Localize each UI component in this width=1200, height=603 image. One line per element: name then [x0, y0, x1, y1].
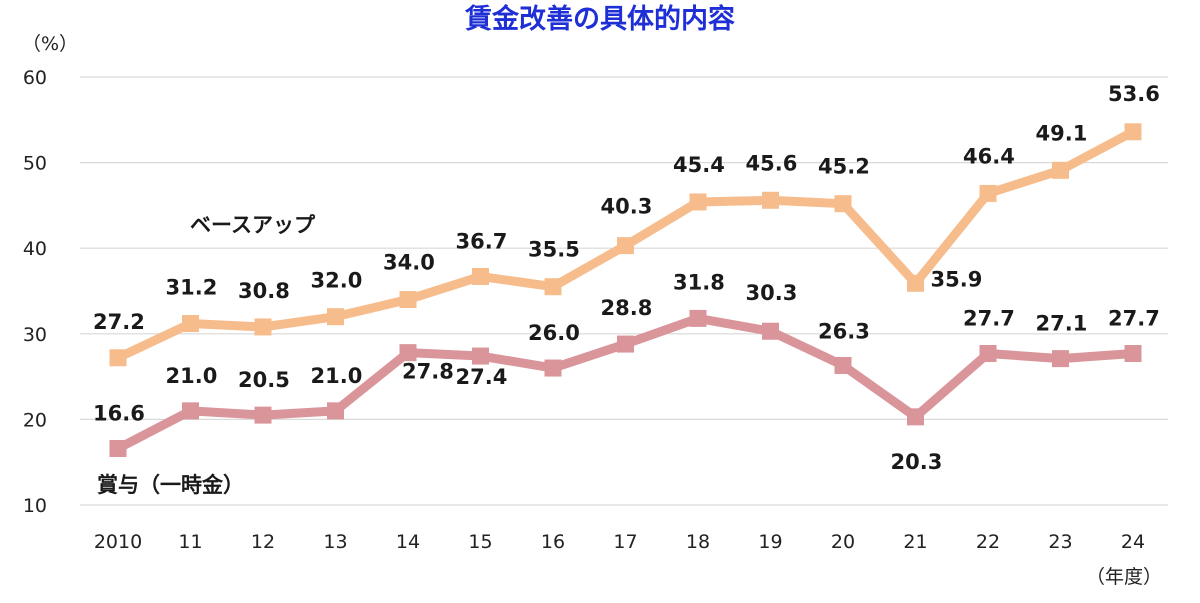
series-0-label-0: 27.2: [93, 310, 145, 334]
series-0-point-7: [617, 237, 634, 255]
x-tick-label-17: 17: [613, 531, 637, 553]
series-1-point-12: [979, 344, 997, 362]
x-tick-label-24: 24: [1121, 531, 1145, 553]
series-1-point-9: [762, 322, 779, 340]
series-0-label-12: 46.4: [963, 144, 1015, 168]
x-tick-label-15: 15: [468, 531, 492, 553]
series-1-point-11: [907, 408, 924, 426]
y-tick-label-30: 30: [23, 324, 47, 346]
series-0-label-2: 30.8: [238, 279, 290, 303]
series-0-point-8: [689, 193, 707, 211]
x-tick-label-2010: 2010: [94, 531, 142, 553]
series-0-point-2: [254, 318, 272, 336]
series-1-point-4: [399, 344, 417, 362]
series-label-base-up: ベースアップ: [190, 213, 316, 237]
series-1-label-5: 27.4: [456, 365, 508, 389]
series-0-point-5: [472, 267, 489, 285]
series-1-label-3: 21.0: [311, 364, 363, 388]
series-0-label-4: 34.0: [383, 251, 435, 275]
series-0-point-0: [109, 349, 127, 367]
series-1-label-4: 27.8: [402, 360, 454, 384]
series-1-point-2: [254, 406, 272, 424]
series-0-label-5: 36.7: [456, 229, 508, 253]
x-tick-label-12: 12: [251, 531, 275, 553]
series-0-point-6: [544, 278, 562, 296]
series-0-label-8: 45.4: [673, 153, 725, 177]
x-tick-label-16: 16: [541, 531, 565, 553]
series-1-point-1: [182, 402, 199, 420]
x-axis-unit: （年度）: [1086, 566, 1162, 588]
series-1-label-10: 26.3: [818, 319, 870, 343]
y-tick-label-50: 50: [23, 153, 47, 175]
y-axis-unit: （%）: [22, 33, 78, 55]
series-0-label-14: 53.6: [1108, 82, 1160, 106]
series-1-point-0: [109, 440, 127, 458]
series-0-point-12: [979, 184, 997, 202]
series-0-point-10: [834, 195, 852, 213]
series-1-point-7: [617, 335, 634, 353]
series-label-bonus: 賞与（一時金）: [97, 473, 244, 497]
x-tick-label-13: 13: [323, 531, 347, 553]
series-0-point-9: [762, 191, 779, 209]
y-tick-label-10: 10: [23, 495, 47, 517]
series-1-label-1: 21.0: [166, 364, 218, 388]
series-0-label-1: 31.2: [166, 276, 218, 300]
series-0-point-14: [1124, 123, 1142, 141]
series-1-point-10: [834, 356, 852, 374]
series-1-label-6: 26.0: [528, 321, 580, 345]
x-tick-label-14: 14: [396, 531, 420, 553]
series-0-point-13: [1052, 161, 1069, 179]
series-0-label-6: 35.5: [528, 238, 580, 262]
y-tick-label-20: 20: [23, 409, 47, 431]
series-0-point-4: [399, 291, 417, 309]
x-axis-ticks: 2010 11 12 13 14 15 16 17 18 19 20 21 22 23 24: [94, 531, 1145, 553]
series-1-label-0: 16.6: [93, 402, 145, 426]
series-1-point-8: [689, 309, 707, 327]
series-0-label-7: 40.3: [601, 195, 653, 219]
x-tick-label-21: 21: [903, 531, 927, 553]
series-0-label-13: 49.1: [1036, 121, 1088, 145]
x-tick-label-22: 22: [976, 531, 1000, 553]
chart-title: 賃金改善の具体的内容: [464, 3, 735, 35]
y-tick-label-40: 40: [23, 238, 47, 260]
x-tick-label-18: 18: [686, 531, 710, 553]
y-tick-label-60: 60: [23, 67, 47, 89]
x-tick-label-11: 11: [178, 531, 202, 553]
series-0-point-3: [327, 308, 344, 326]
x-tick-label-23: 23: [1048, 531, 1072, 553]
value-labels: 27.2 31.2 30.8 32.0 34.0 36.7 35.5 40.3 45.4 45.6…: [93, 82, 1160, 474]
series-1-label-14: 27.7: [1108, 306, 1160, 330]
series-1-label-2: 20.5: [238, 368, 290, 392]
series-1-label-12: 27.7: [963, 306, 1015, 330]
series-0-point-11: [907, 274, 924, 292]
series-1-label-11: 20.3: [891, 450, 943, 474]
series-1-label-7: 28.8: [601, 296, 653, 320]
series-0-point-1: [182, 315, 199, 333]
x-tick-label-20: 20: [831, 531, 855, 553]
series-1-point-13: [1052, 350, 1069, 368]
series-group: [109, 123, 1142, 458]
series-1-label-13: 27.1: [1036, 312, 1088, 336]
x-tick-label-19: 19: [758, 531, 782, 553]
y-axis-ticks: 10 20 30 40 50 60: [23, 67, 47, 517]
series-0-label-9: 45.6: [746, 151, 798, 175]
series-1-label-8: 31.8: [673, 270, 725, 294]
series-1-point-14: [1124, 344, 1142, 362]
series-0-label-11: 35.9: [931, 267, 983, 291]
series-1-point-5: [472, 347, 489, 365]
series-0-label-3: 32.0: [311, 269, 363, 293]
series-0-label-10: 45.2: [818, 155, 870, 179]
series-1-label-9: 30.3: [746, 281, 798, 305]
series-1-point-6: [544, 359, 562, 377]
series-1-point-3: [327, 402, 344, 420]
